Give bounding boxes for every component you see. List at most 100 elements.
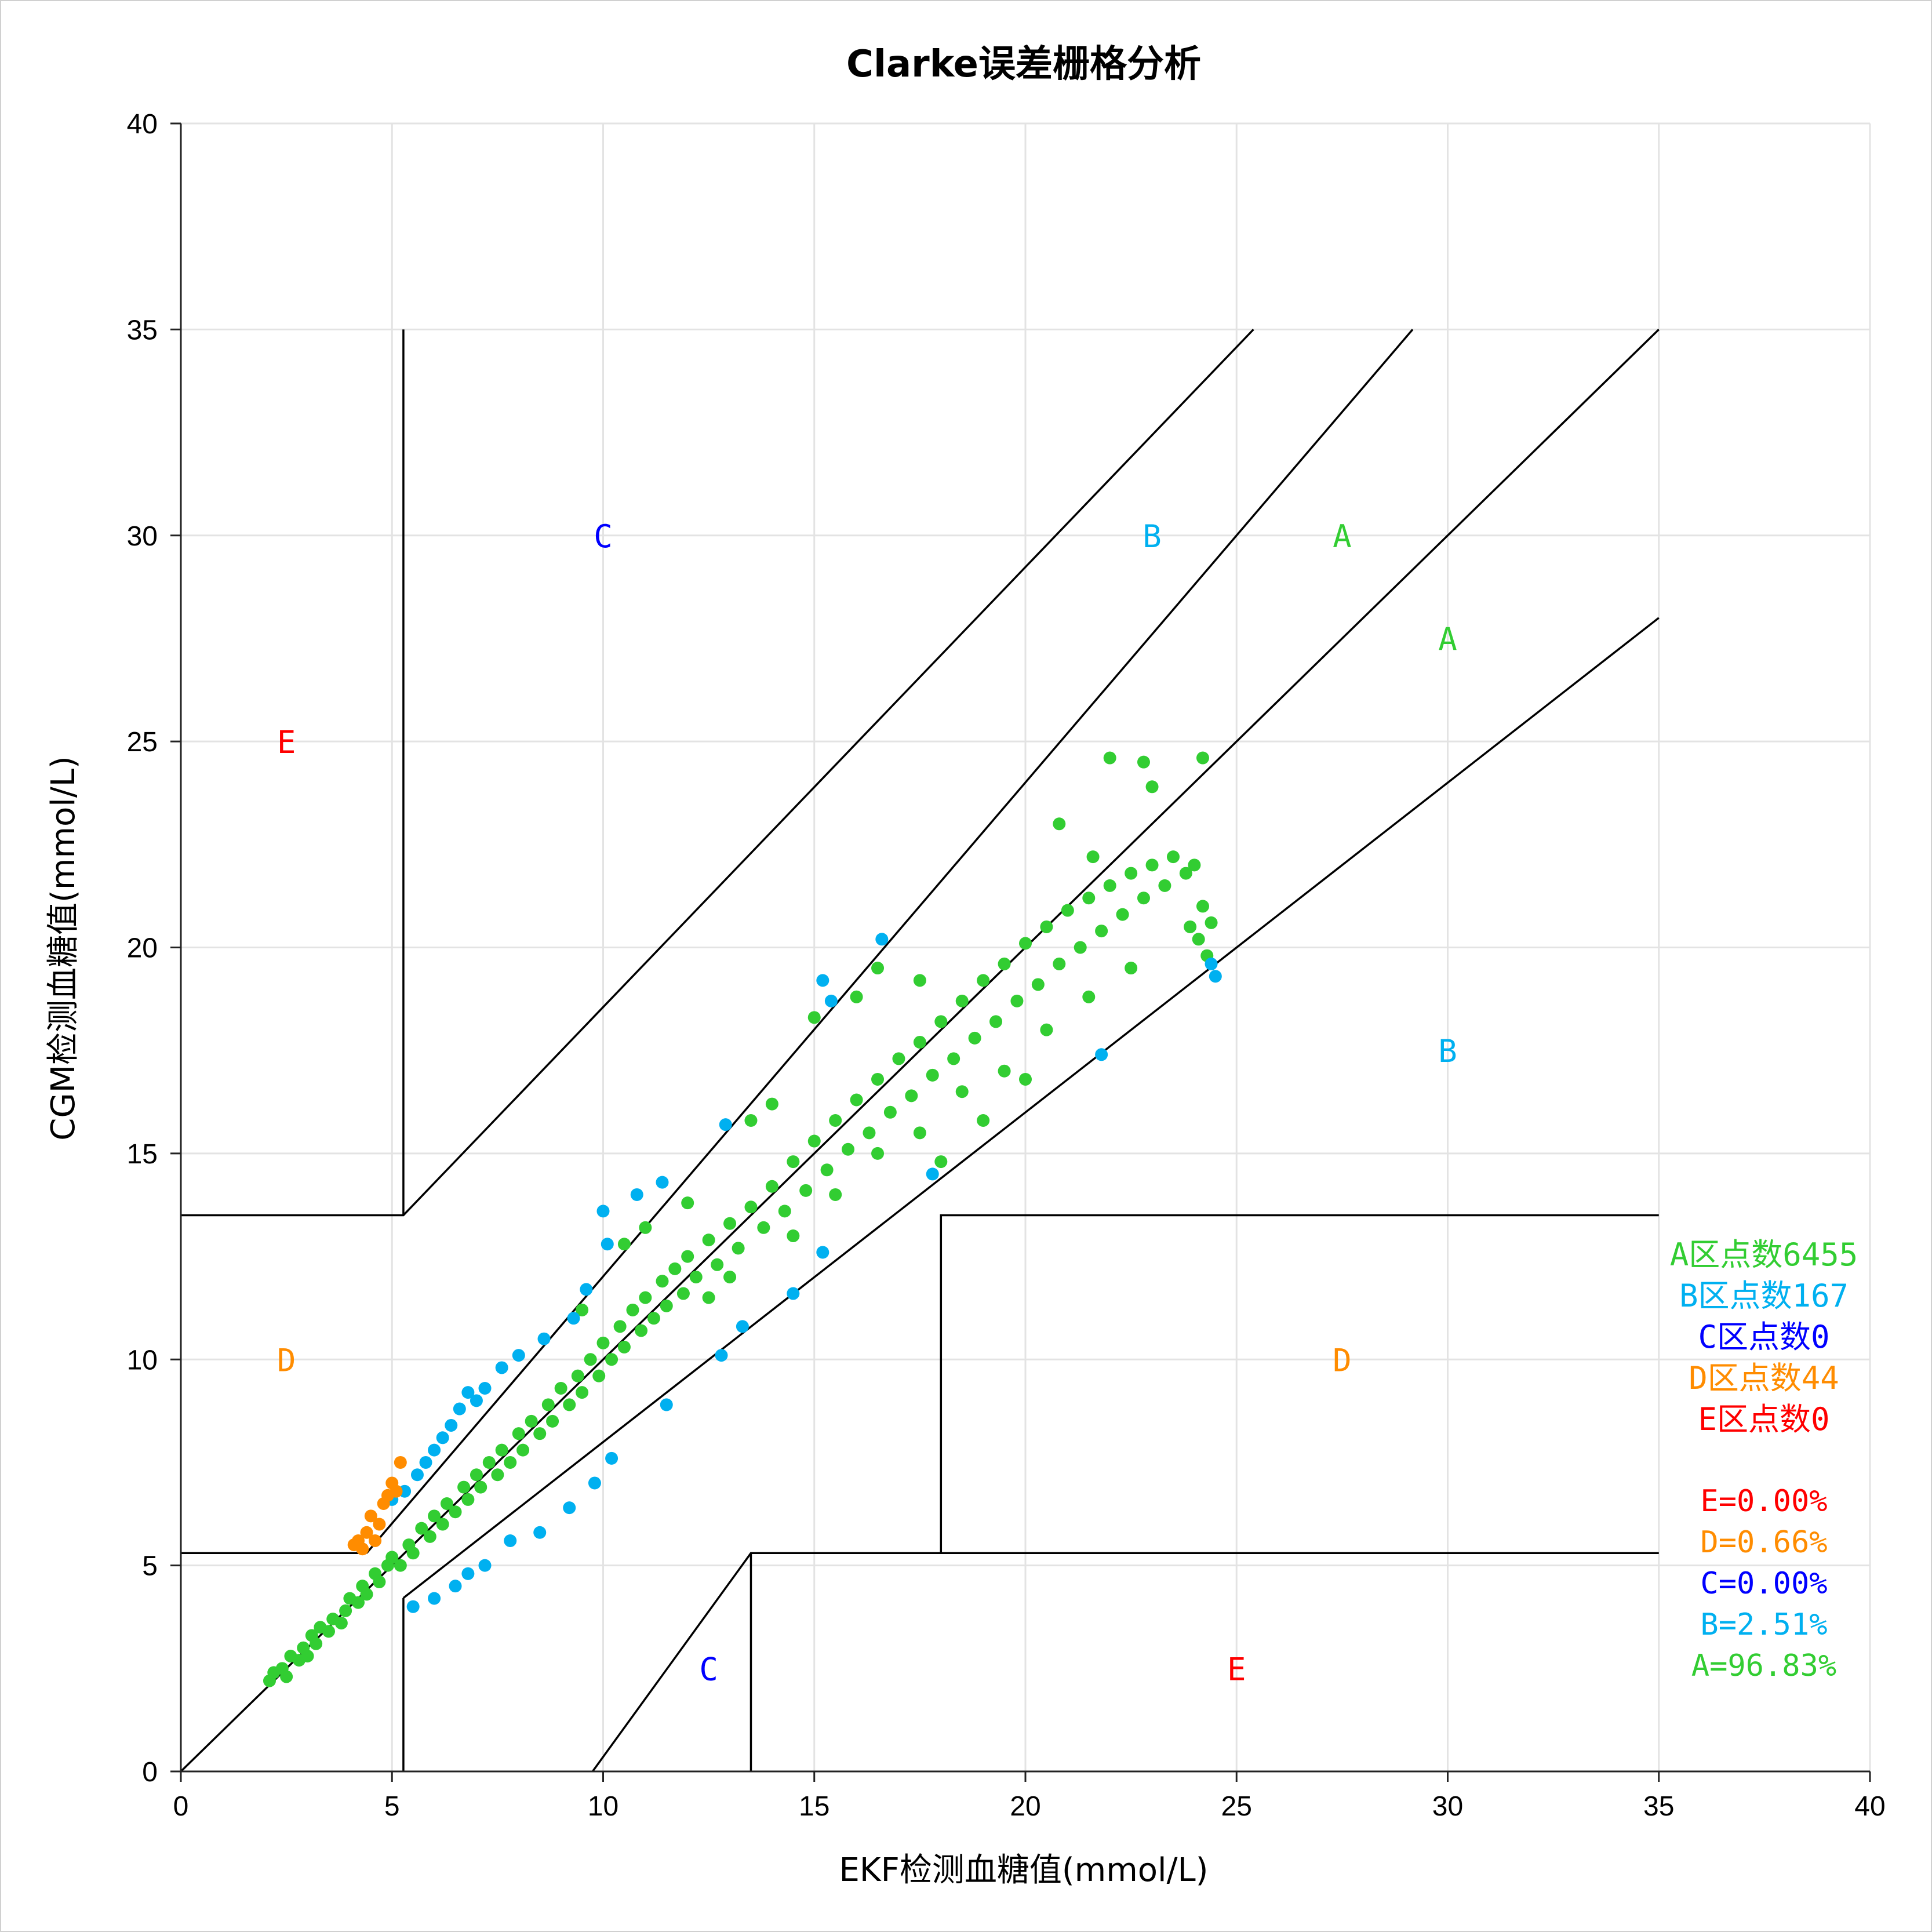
data-point-a — [871, 962, 885, 975]
data-point-b — [453, 1402, 466, 1416]
data-point-a — [280, 1670, 293, 1683]
data-point-a — [470, 1468, 483, 1482]
data-point-b — [630, 1188, 643, 1201]
data-point-a — [592, 1369, 606, 1382]
zone-percent-c: C=0.00% — [1700, 1566, 1827, 1601]
data-point-a — [913, 974, 926, 987]
data-point-a — [723, 1271, 737, 1284]
data-point-a — [385, 1551, 399, 1564]
data-point-a — [968, 1031, 981, 1045]
data-point-b — [715, 1349, 728, 1362]
data-point-a — [757, 1221, 770, 1234]
x-tick-label: 0 — [173, 1791, 189, 1822]
data-point-a — [1192, 933, 1205, 946]
data-point-b — [1205, 957, 1218, 970]
data-point-a — [322, 1625, 335, 1638]
data-point-a — [1031, 978, 1045, 991]
data-point-b — [533, 1526, 547, 1539]
zone-label-a: A — [1333, 518, 1352, 555]
data-point-a — [744, 1114, 758, 1127]
y-tick-label: 0 — [142, 1757, 158, 1788]
y-tick-label: 35 — [127, 315, 158, 345]
data-point-a — [533, 1427, 547, 1440]
data-point-a — [807, 1134, 821, 1148]
data-points — [263, 751, 1222, 1687]
data-point-d — [394, 1456, 407, 1469]
data-point-a — [525, 1414, 538, 1428]
data-point-a — [829, 1114, 842, 1127]
data-point-a — [892, 1052, 905, 1065]
data-point-a — [702, 1234, 715, 1247]
data-point-a — [1196, 900, 1209, 913]
data-point-a — [977, 974, 990, 987]
data-point-a — [1145, 858, 1159, 872]
data-point-b — [926, 1167, 939, 1181]
data-point-a — [647, 1312, 660, 1325]
data-point-a — [926, 1068, 939, 1082]
data-point-b — [816, 974, 829, 987]
data-point-a — [947, 1052, 960, 1065]
data-point-b — [824, 994, 838, 1007]
data-point-a — [351, 1596, 365, 1609]
data-point-a — [360, 1588, 373, 1601]
data-point-a — [689, 1271, 703, 1284]
data-point-a — [723, 1217, 737, 1230]
data-point-d — [369, 1534, 382, 1547]
data-point-b — [512, 1349, 525, 1362]
data-point-a — [449, 1505, 462, 1519]
data-point-a — [1184, 920, 1197, 933]
data-point-b — [461, 1567, 475, 1580]
data-point-a — [1103, 751, 1116, 765]
data-point-b — [601, 1238, 614, 1251]
data-point-a — [934, 1015, 948, 1028]
data-point-a — [1125, 962, 1138, 975]
data-point-a — [1137, 892, 1150, 905]
data-point-a — [1019, 937, 1032, 950]
data-point-b — [445, 1418, 458, 1432]
data-point-a — [1179, 867, 1192, 880]
data-point-a — [1019, 1072, 1032, 1086]
data-point-a — [989, 1015, 1003, 1028]
zone-count-a: A区点数6455 — [1670, 1236, 1858, 1273]
data-point-a — [423, 1530, 436, 1543]
data-point-b — [1209, 970, 1222, 983]
data-point-a — [1040, 1023, 1053, 1036]
data-point-a — [504, 1456, 517, 1469]
data-point-a — [1158, 879, 1171, 892]
data-point-a — [1074, 941, 1087, 954]
data-point-b — [1095, 1048, 1108, 1061]
data-point-a — [681, 1196, 694, 1210]
data-point-a — [1137, 755, 1150, 769]
data-point-a — [440, 1497, 453, 1511]
data-point-a — [1103, 879, 1116, 892]
data-point-b — [787, 1287, 800, 1300]
data-point-a — [554, 1382, 567, 1395]
zone-percent-b: B=2.51% — [1700, 1607, 1827, 1642]
data-point-a — [778, 1205, 791, 1218]
data-point-b — [478, 1382, 492, 1395]
data-point-a — [977, 1114, 990, 1127]
data-point-a — [913, 1035, 926, 1049]
data-point-a — [1082, 892, 1096, 905]
data-point-b — [563, 1501, 576, 1515]
data-point-a — [1053, 957, 1066, 970]
data-point-b — [537, 1332, 551, 1345]
zone-label-c: C — [699, 1651, 718, 1687]
data-point-b — [461, 1386, 475, 1399]
data-point-a — [461, 1493, 475, 1506]
x-tick-label: 5 — [384, 1791, 400, 1822]
data-point-a — [787, 1229, 800, 1243]
data-point-a — [820, 1163, 834, 1177]
data-point-a — [765, 1097, 778, 1111]
data-point-a — [436, 1518, 449, 1531]
data-point-a — [1010, 994, 1024, 1007]
data-point-b — [406, 1600, 420, 1613]
chart-title: Clarke误差栅格分析 — [846, 43, 1201, 86]
y-tick-label: 5 — [142, 1551, 158, 1582]
data-point-a — [626, 1303, 639, 1316]
data-point-a — [1205, 916, 1218, 929]
data-point-a — [605, 1353, 618, 1366]
zone-percent-e: E=0.00% — [1700, 1484, 1827, 1519]
data-point-b — [567, 1312, 580, 1325]
